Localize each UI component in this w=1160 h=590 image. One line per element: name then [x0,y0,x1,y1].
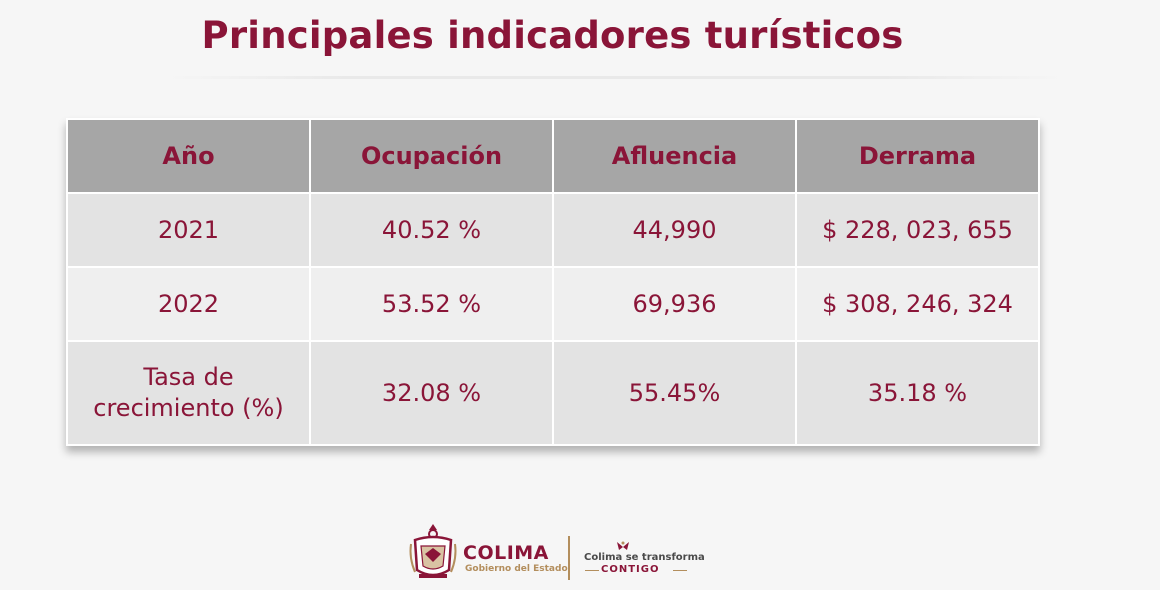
gobierno-subtitle: Gobierno del Estado [465,564,568,574]
cell-afluencia: 55.45% [552,340,797,446]
table-row-2021: 2021 40.52 % 44,990 $ 228, 023, 655 [66,192,1040,268]
cell-ocupacion: 32.08 % [309,340,554,446]
header-ocupacion: Ocupación [309,118,554,194]
indicators-table-container: Año Ocupación Afluencia Derrama 2021 40.… [66,118,1040,446]
table-row-2022: 2022 53.52 % 69,936 $ 308, 246, 324 [66,266,1040,342]
colima-logo-text: COLIMA [463,542,549,564]
header-anio: Año [66,118,311,194]
footer-logos: COLIMA Gobierno del Estado Colima se tra… [405,522,705,582]
header-afluencia: Afluencia [552,118,797,194]
colima-seal-icon [409,524,457,578]
indicators-table: Año Ocupación Afluencia Derrama 2021 40.… [66,118,1040,446]
cell-derrama: $ 308, 246, 324 [795,266,1040,342]
title-divider [165,76,1065,79]
page-title: Principales indicadores turísticos [201,14,904,57]
slogan-rule-left [585,570,599,571]
slogan-rule-right [673,570,687,571]
header-derrama: Derrama [795,118,1040,194]
cell-anio: 2022 [66,266,311,342]
table-header-row: Año Ocupación Afluencia Derrama [66,118,1040,194]
transforma-emblem-icon [617,541,629,550]
slogan-line-2: CONTIGO [601,564,660,575]
cell-derrama: 35.18 % [795,340,1040,446]
cell-anio: Tasa de crecimiento (%) [66,340,311,446]
cell-ocupacion: 40.52 % [309,192,554,268]
logo-divider [568,536,570,580]
slogan-line-1: Colima se transforma [584,552,705,563]
table-row-growth-rate: Tasa de crecimiento (%) 32.08 % 55.45% 3… [66,340,1040,446]
cell-anio: 2021 [66,192,311,268]
cell-derrama: $ 228, 023, 655 [795,192,1040,268]
cell-ocupacion: 53.52 % [309,266,554,342]
cell-afluencia: 44,990 [552,192,797,268]
cell-afluencia: 69,936 [552,266,797,342]
